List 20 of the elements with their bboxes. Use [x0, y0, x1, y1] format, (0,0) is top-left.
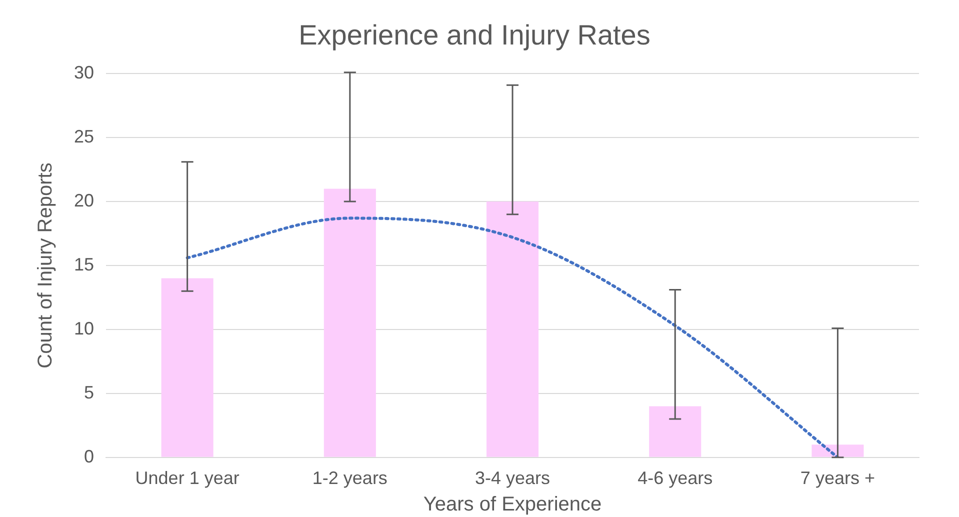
x-axis-title: Years of Experience [423, 494, 602, 516]
chart-title: Experience and Injury Rates [298, 20, 650, 51]
x-tick-label: Under 1 year [135, 468, 240, 488]
y-axis-title: Count of Injury Reports [34, 162, 57, 368]
y-tick-label: 20 [74, 190, 94, 210]
x-tick-label: 3-4 years [474, 468, 550, 488]
y-tick-label: 10 [74, 318, 94, 338]
x-tick-label: 7 years + [800, 468, 875, 488]
y-tick-label: 0 [84, 446, 94, 466]
bar [324, 188, 376, 457]
bar [161, 278, 214, 457]
x-tick-label: 1-2 years [312, 468, 388, 488]
y-tick-label: 30 [74, 62, 94, 83]
bar [486, 202, 539, 457]
bar [649, 406, 702, 457]
x-tick-label: 4-6 years [638, 468, 713, 488]
y-tick-label: 25 [74, 126, 94, 147]
y-tick-label: 5 [84, 382, 94, 402]
line-series [186, 216, 840, 458]
y-tick-label: 15 [74, 254, 94, 274]
